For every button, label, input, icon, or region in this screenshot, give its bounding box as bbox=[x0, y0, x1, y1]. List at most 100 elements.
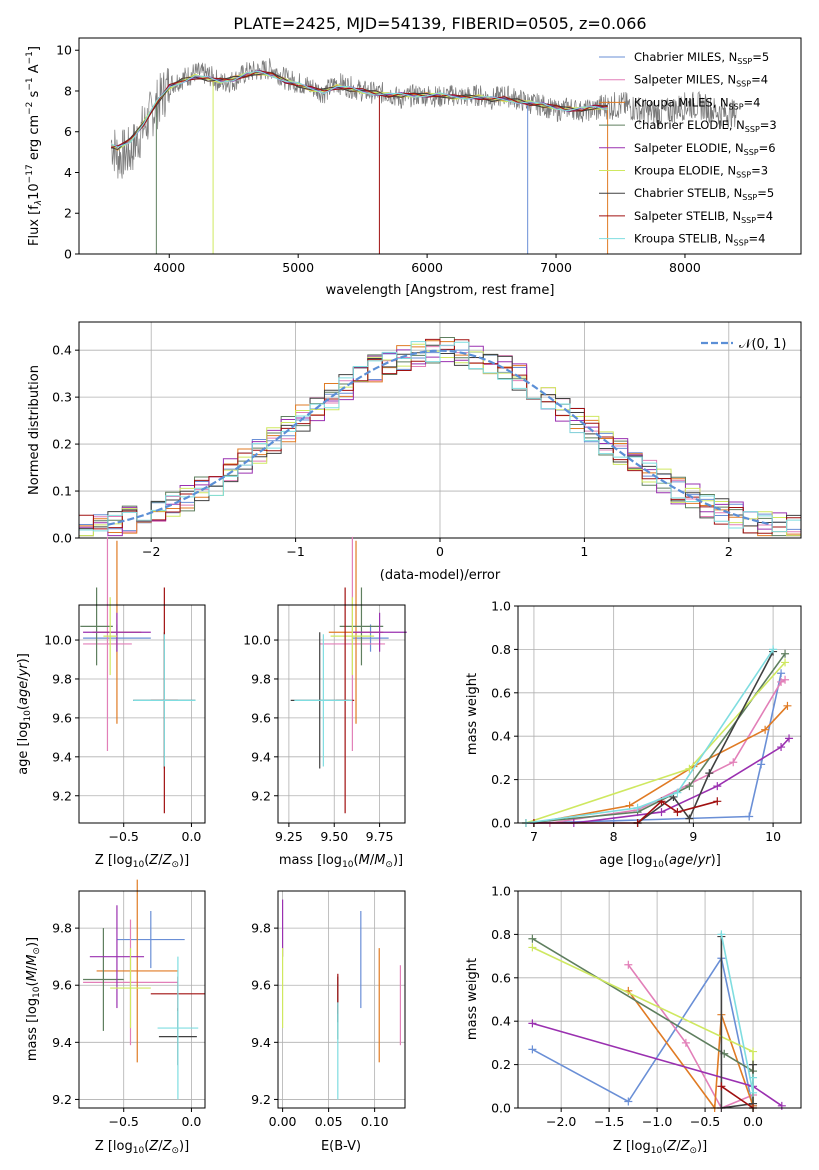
weight-point-marker bbox=[785, 734, 794, 743]
weight-vs-age-xtick-label: 7 bbox=[530, 829, 538, 844]
weight-vs-z-xtick-label: −1.0 bbox=[642, 1114, 672, 1129]
weight-vs-z-panel: −2.0 −1.5 −1.0 −0.5 0.0 0.0 0.2 0.4 0.6 0.8 1.0 Z … bbox=[465, 884, 802, 1156]
age-vs-mass-frame bbox=[277, 604, 406, 824]
spectrum-ytick-label: 2 bbox=[64, 206, 72, 221]
weight-point-marker bbox=[528, 1019, 537, 1028]
mass-vs-z-xtick-label: −0.5 bbox=[109, 1114, 139, 1129]
residuals-ylabel: Normed distribution bbox=[27, 365, 42, 495]
mass-vs-ebv-ytick-label: 9.6 bbox=[251, 978, 271, 993]
weight-point-marker bbox=[713, 782, 722, 791]
age-vs-mass-xtick-label: 9.50 bbox=[320, 829, 348, 844]
mass-vs-z-ytick-label: 9.6 bbox=[52, 978, 72, 993]
weight-point-marker bbox=[761, 725, 770, 734]
model-spectrum-line bbox=[110, 70, 608, 148]
weight-point-marker bbox=[657, 808, 666, 817]
weight-point-marker bbox=[749, 1060, 758, 1069]
weight-vs-age-ytick-label: 0.6 bbox=[491, 685, 511, 700]
spectrum-xtick-label: 8000 bbox=[669, 260, 701, 275]
weight-point-marker bbox=[624, 960, 633, 969]
weight-vs-z-xtick-label: −2.0 bbox=[546, 1114, 576, 1129]
legend-entry-label: Salpeter MILES, NSSP=4 bbox=[634, 73, 768, 89]
spectrum-ytick-label: 4 bbox=[64, 165, 72, 180]
mass-vs-ebv-frame bbox=[277, 890, 406, 1109]
weight-point-marker bbox=[781, 658, 790, 667]
age-vs-mass-ytick-label: 9.2 bbox=[251, 788, 271, 803]
observed-spectrum-line bbox=[110, 58, 737, 179]
legend-entry-label: Kroupa ELODIE, NSSP=3 bbox=[634, 164, 768, 180]
spectrum-xtick-label: 7000 bbox=[540, 260, 572, 275]
weight-point-marker bbox=[717, 930, 726, 939]
age-vs-z-ytick-label: 9.6 bbox=[52, 710, 72, 725]
weight-vs-age-frame bbox=[517, 605, 802, 824]
weight-vs-z-xtick-label: 0.0 bbox=[743, 1114, 763, 1129]
weight-point-marker bbox=[685, 782, 694, 791]
spectrum-legend: Chabrier MILES, NSSP=5 Salpeter MILES, NS… bbox=[599, 50, 777, 248]
residuals-ytick-label: 0.0 bbox=[52, 531, 72, 546]
figure-title: PLATE=2425, MJD=54139, FIBERID=0505, z=0… bbox=[233, 14, 646, 33]
mass-vs-z-xlabel: Z [log10(Z/Z⊙)] bbox=[95, 1139, 189, 1156]
age-vs-mass-ytick-label: 9.4 bbox=[251, 749, 271, 764]
weight-vs-z-frame bbox=[517, 890, 802, 1109]
age-vs-mass-panel: 9.25 9.50 9.75 9.2 9.4 9.6 9.8 10.0 mass [log10… bbox=[243, 536, 407, 870]
weight-point-marker bbox=[729, 758, 738, 767]
weight-vs-z-xtick-label: −0.5 bbox=[690, 1114, 720, 1129]
legend-entry-label: Salpeter ELODIE, NSSP=6 bbox=[634, 141, 776, 157]
weight-point-marker bbox=[624, 1097, 633, 1106]
mass-vs-z-ytick-label: 9.8 bbox=[52, 921, 72, 936]
normal-legend-label: 𝒩(0, 1) bbox=[739, 337, 786, 352]
spectrum-xlabel: wavelength [Angstrom, rest frame] bbox=[326, 283, 555, 298]
mass-vs-z-ylabel: mass [log10(M/M⊙)] bbox=[25, 937, 42, 1061]
residuals-ytick-label: 0.3 bbox=[52, 390, 72, 405]
residuals-xtick-label: −1 bbox=[286, 544, 304, 559]
weight-point-marker bbox=[685, 814, 694, 823]
residuals-ytick-label: 0.2 bbox=[52, 437, 72, 452]
mass-vs-ebv-xtick-label: 0.05 bbox=[315, 1114, 343, 1129]
mass-vs-z-panel: −0.5 0.0 9.2 9.4 9.6 9.8 Z [log10(Z/Z⊙)] mass… bbox=[25, 879, 206, 1156]
weight-vs-z-xtick-label: −1.5 bbox=[594, 1114, 624, 1129]
spectrum-ytick-label: 6 bbox=[64, 124, 72, 139]
weight-vs-z-ytick-label: 0.0 bbox=[491, 1101, 511, 1116]
weight-vs-z-ytick-label: 1.0 bbox=[491, 884, 511, 899]
weight-point-marker bbox=[781, 675, 790, 684]
weight-vs-z-ytick-label: 0.2 bbox=[491, 1057, 511, 1072]
weight-vs-age-ytick-label: 0.2 bbox=[491, 772, 511, 787]
age-vs-z-ytick-label: 10.0 bbox=[44, 633, 72, 648]
weight-vs-age-xtick-label: 9 bbox=[689, 829, 697, 844]
mass-vs-ebv-ytick-label: 9.8 bbox=[251, 921, 271, 936]
age-vs-z-panel: −0.5 0.09.29.49.69.810.0 Z [log10(Z/Z⊙)] … bbox=[16, 536, 206, 870]
weight-point-marker bbox=[749, 1047, 758, 1056]
age-vs-mass-ytick-label: 9.6 bbox=[251, 710, 271, 725]
weight-point-marker bbox=[749, 1088, 758, 1097]
weight-series-line bbox=[525, 661, 786, 824]
weight-point-marker bbox=[777, 669, 786, 678]
weight-point-marker bbox=[777, 743, 786, 752]
weight-point-marker bbox=[713, 797, 722, 806]
weight-point-marker bbox=[673, 788, 682, 797]
spectrum-ytick-label: 0 bbox=[64, 247, 72, 262]
weight-vs-age-xtick-label: 8 bbox=[610, 829, 618, 844]
weight-point-marker bbox=[769, 645, 778, 654]
model-spectrum-line bbox=[111, 72, 608, 151]
mass-vs-z-frame bbox=[78, 890, 206, 1109]
weight-point-marker bbox=[528, 1045, 537, 1054]
weight-point-marker bbox=[528, 943, 537, 952]
weight-vs-age-ytick-label: 0.0 bbox=[491, 816, 511, 831]
age-vs-z-xtick-label: 0.0 bbox=[182, 829, 202, 844]
residuals-ytick-label: 0.4 bbox=[52, 343, 72, 358]
residual-histogram-line bbox=[79, 341, 801, 533]
age-vs-z-xtick-label: −0.5 bbox=[109, 829, 139, 844]
residuals-xlabel: (data-model)/error bbox=[380, 568, 501, 583]
age-vs-mass-ytick-label: 9.8 bbox=[251, 671, 271, 686]
weight-vs-age-panel: 7 8 9 10 0.0 0.2 0.4 0.6 0.8 1.0 age [log10(age/y… bbox=[465, 599, 802, 870]
mass-vs-ebv-panel: 0.00 0.05 0.10 9.2 9.4 9.6 9.8 E(B-V) bbox=[251, 890, 406, 1154]
spectrum-ylabel: Flux [fλ10−17 erg cm−2 s−1 A−1] bbox=[25, 46, 44, 246]
age-vs-mass-ytick-label: 10.0 bbox=[243, 633, 271, 648]
weight-point-marker bbox=[705, 769, 714, 778]
weight-series-line bbox=[627, 964, 754, 1110]
weight-series-line bbox=[720, 934, 754, 1093]
mass-vs-ebv-xtick-label: 0.00 bbox=[269, 1114, 297, 1129]
residuals-panel: −2 −1 0 1 2 0.0 0.1 0.2 0.3 0.4 (data-model)/erro… bbox=[27, 321, 802, 583]
age-vs-z-ytick-label: 9.2 bbox=[52, 788, 72, 803]
weight-point-marker bbox=[781, 649, 790, 658]
residuals-legend: 𝒩(0, 1) bbox=[701, 337, 786, 352]
